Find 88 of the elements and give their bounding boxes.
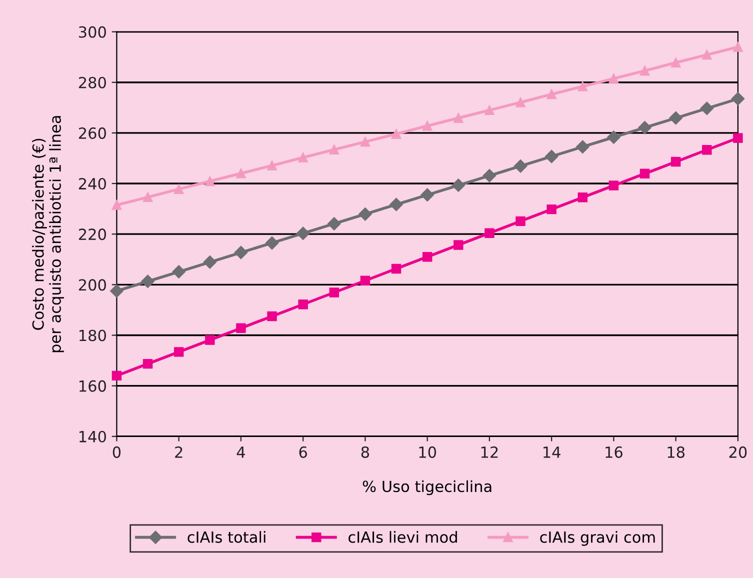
point — [141, 274, 154, 288]
point — [420, 188, 434, 202]
point — [454, 240, 464, 250]
point — [578, 192, 588, 202]
y-axis-title: Costo medio/paziente (€) per acquisto antibiotici 1ª linea — [32, 116, 64, 352]
point — [514, 159, 528, 173]
legend-label: cIAIs lievi mod — [348, 531, 457, 543]
point — [454, 113, 464, 123]
point — [422, 252, 432, 262]
point — [391, 264, 402, 274]
x-tick-label: 12 — [481, 446, 498, 458]
x-tick-label: 20 — [729, 446, 747, 458]
point — [112, 370, 122, 381]
point — [669, 111, 682, 125]
point — [267, 311, 277, 322]
point — [172, 265, 186, 278]
point — [391, 129, 402, 139]
legend-label: cIAIs gravi com — [540, 531, 655, 546]
x-tick-label: 18 — [668, 446, 684, 458]
point — [360, 136, 370, 147]
point — [733, 133, 743, 143]
point — [142, 192, 153, 202]
point — [484, 228, 494, 238]
y-tick-label: 280 — [78, 76, 106, 88]
y-tick-label: 220 — [78, 228, 106, 240]
point — [422, 121, 432, 131]
x-axis-title: % Uso tigeciclina — [362, 480, 492, 496]
point — [484, 105, 494, 116]
y-tick-label: 300 — [78, 26, 106, 38]
point — [358, 208, 372, 221]
point — [329, 144, 340, 154]
point — [516, 216, 526, 226]
point — [296, 226, 310, 240]
point — [546, 204, 556, 214]
y-tick-label: 200 — [78, 279, 106, 291]
point — [236, 168, 246, 178]
point — [329, 288, 340, 298]
x-tick-label: 14 — [544, 446, 560, 458]
point — [236, 323, 246, 334]
point — [608, 180, 619, 190]
point — [174, 347, 184, 357]
y-tick-label: 260 — [78, 127, 106, 139]
point — [733, 42, 743, 52]
point — [640, 66, 650, 76]
point — [174, 184, 184, 194]
point — [640, 168, 650, 179]
point — [546, 89, 556, 100]
point — [267, 160, 277, 170]
point — [638, 121, 652, 134]
point — [702, 50, 712, 60]
x-tick-label: 0 — [112, 446, 121, 458]
point — [578, 82, 588, 92]
point — [298, 152, 308, 162]
point — [112, 200, 122, 210]
point — [700, 102, 714, 115]
point — [203, 256, 216, 269]
y-tick-label: 140 — [80, 430, 106, 442]
point — [234, 246, 248, 260]
point — [544, 150, 558, 164]
point — [607, 130, 620, 144]
point — [702, 145, 712, 155]
point — [110, 284, 124, 298]
point — [205, 176, 215, 186]
x-tick-label: 4 — [236, 446, 245, 458]
point — [670, 58, 681, 68]
point — [608, 74, 619, 84]
point — [205, 335, 215, 345]
x-tick-label: 2 — [175, 446, 182, 458]
legend-label: cIAIs totali — [188, 531, 266, 543]
x-tick-label: 10 — [419, 446, 436, 458]
y-tick-label: 160 — [80, 380, 106, 392]
point — [576, 140, 590, 154]
point — [482, 169, 496, 182]
point — [328, 217, 341, 230]
x-tick-label: 8 — [361, 446, 370, 458]
point — [298, 300, 308, 310]
y-tick-label: 180 — [80, 330, 106, 342]
point — [390, 198, 403, 212]
point — [731, 92, 745, 106]
point — [360, 276, 370, 286]
point — [265, 236, 279, 250]
point — [452, 178, 465, 192]
y-tick-label: 240 — [78, 178, 106, 190]
point — [670, 156, 681, 167]
point — [142, 358, 153, 369]
x-tick-label: 16 — [606, 446, 622, 458]
x-tick-label: 6 — [299, 446, 307, 458]
point — [516, 97, 526, 108]
